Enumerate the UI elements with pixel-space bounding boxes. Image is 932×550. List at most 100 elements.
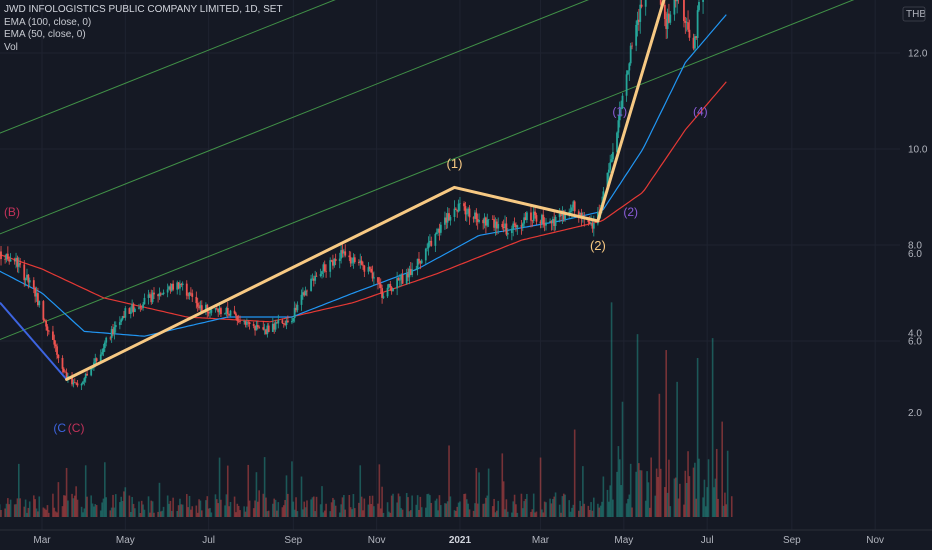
candle-body bbox=[229, 310, 232, 316]
volume-bar bbox=[94, 504, 97, 517]
time-tick-label: Nov bbox=[866, 535, 884, 546]
candle-body bbox=[166, 289, 169, 293]
candle bbox=[113, 321, 116, 340]
volume-bar bbox=[702, 497, 704, 517]
candle-body bbox=[284, 324, 287, 326]
candle bbox=[133, 307, 136, 313]
volume-bar bbox=[456, 506, 459, 517]
candle-body bbox=[128, 308, 131, 314]
candle-body bbox=[109, 337, 112, 339]
volume-bar bbox=[554, 492, 557, 517]
candle-body bbox=[397, 278, 400, 281]
volume-bar bbox=[179, 498, 181, 517]
candle-body bbox=[45, 320, 47, 327]
candle-body bbox=[8, 259, 11, 262]
candle-body bbox=[510, 228, 513, 233]
candle-body bbox=[71, 376, 73, 385]
indicator-ema50[interactable]: EMA (50, close, 0) bbox=[4, 29, 86, 40]
candle-body bbox=[373, 277, 375, 279]
elliott-wave-drawing[interactable] bbox=[0, 0, 811, 381]
candle-body bbox=[524, 217, 527, 220]
volume-bar bbox=[618, 459, 621, 517]
volume-bar bbox=[109, 510, 112, 517]
candle-body bbox=[248, 322, 251, 325]
candle bbox=[205, 302, 207, 315]
candle bbox=[408, 265, 411, 285]
candle-body bbox=[456, 209, 459, 212]
volume-bar bbox=[105, 497, 107, 517]
volume-bar bbox=[504, 509, 506, 517]
candle bbox=[459, 197, 461, 211]
time-axis[interactable]: Mar May Jul Sep Nov 2021 Mar May Jul Sep Nov bbox=[0, 529, 932, 546]
candle bbox=[5, 253, 8, 263]
volume-bar bbox=[419, 496, 422, 517]
candle-body bbox=[692, 37, 695, 49]
volume-bar bbox=[390, 495, 393, 517]
candle bbox=[550, 220, 553, 231]
candle-body bbox=[554, 216, 557, 226]
symbol-title[interactable]: JWD INFOLOGISTICS PUBLIC COMPANY LIMITED… bbox=[4, 4, 283, 15]
candle-body bbox=[684, 20, 687, 23]
candle-body bbox=[351, 262, 353, 264]
volume-bar bbox=[237, 505, 240, 517]
trend-channel-lines[interactable] bbox=[0, 0, 932, 355]
candle bbox=[449, 215, 452, 226]
indicator-ema100[interactable]: EMA (100, close, 0) bbox=[4, 16, 92, 28]
volume-bar bbox=[435, 498, 438, 517]
candle bbox=[382, 292, 385, 300]
time-tick-label: Mar bbox=[532, 535, 550, 546]
volume-bar bbox=[429, 495, 431, 517]
candle-body bbox=[5, 253, 8, 260]
volume-bar bbox=[348, 495, 351, 517]
volume-bar bbox=[176, 510, 179, 517]
volume-bar bbox=[153, 512, 155, 517]
volume-bar bbox=[207, 508, 210, 517]
candle bbox=[247, 320, 250, 327]
candle-body bbox=[445, 217, 448, 223]
candle bbox=[348, 250, 351, 262]
volume-bar bbox=[229, 501, 232, 517]
candle bbox=[13, 257, 16, 265]
time-tick-label: 2021 bbox=[449, 535, 472, 546]
candle bbox=[64, 370, 67, 373]
volume-bar bbox=[265, 497, 267, 517]
candle bbox=[314, 270, 317, 285]
candle bbox=[224, 312, 226, 316]
candle-body bbox=[82, 381, 84, 384]
indicator-volume[interactable]: Vol bbox=[4, 41, 18, 53]
volume-bar bbox=[513, 494, 516, 517]
volume-bar bbox=[620, 485, 622, 517]
candle bbox=[8, 256, 11, 265]
candle-body bbox=[170, 283, 173, 291]
candle-body bbox=[94, 358, 97, 363]
candle bbox=[225, 306, 228, 317]
candle-body bbox=[430, 240, 433, 246]
candle bbox=[474, 210, 476, 223]
volume-bar bbox=[226, 465, 229, 517]
candle-body bbox=[47, 330, 50, 332]
price-axis[interactable]: 22.020.018.016.014.012.010.08.06.06.04.0… bbox=[877, 0, 932, 550]
candle-body bbox=[228, 313, 231, 316]
candle bbox=[558, 208, 561, 223]
volume-bar bbox=[730, 496, 733, 517]
candle-body bbox=[513, 223, 516, 225]
volume-bar bbox=[721, 421, 723, 517]
volume-bar bbox=[291, 461, 293, 517]
candle-body bbox=[217, 308, 220, 313]
volume-tick-label: 4.0 bbox=[908, 329, 922, 340]
candle bbox=[57, 354, 60, 363]
candle-body bbox=[312, 278, 315, 281]
candle bbox=[430, 236, 433, 247]
candle-body bbox=[620, 108, 623, 110]
candle-body bbox=[56, 346, 58, 355]
candle bbox=[342, 248, 345, 258]
volume-bar bbox=[235, 512, 237, 517]
candle-body bbox=[693, 36, 696, 49]
volume-bar bbox=[225, 494, 228, 517]
candle bbox=[310, 274, 312, 292]
volume-bar bbox=[608, 501, 610, 517]
volume-bar bbox=[711, 338, 714, 517]
volume-bar bbox=[392, 493, 394, 517]
candle-body bbox=[26, 274, 28, 279]
